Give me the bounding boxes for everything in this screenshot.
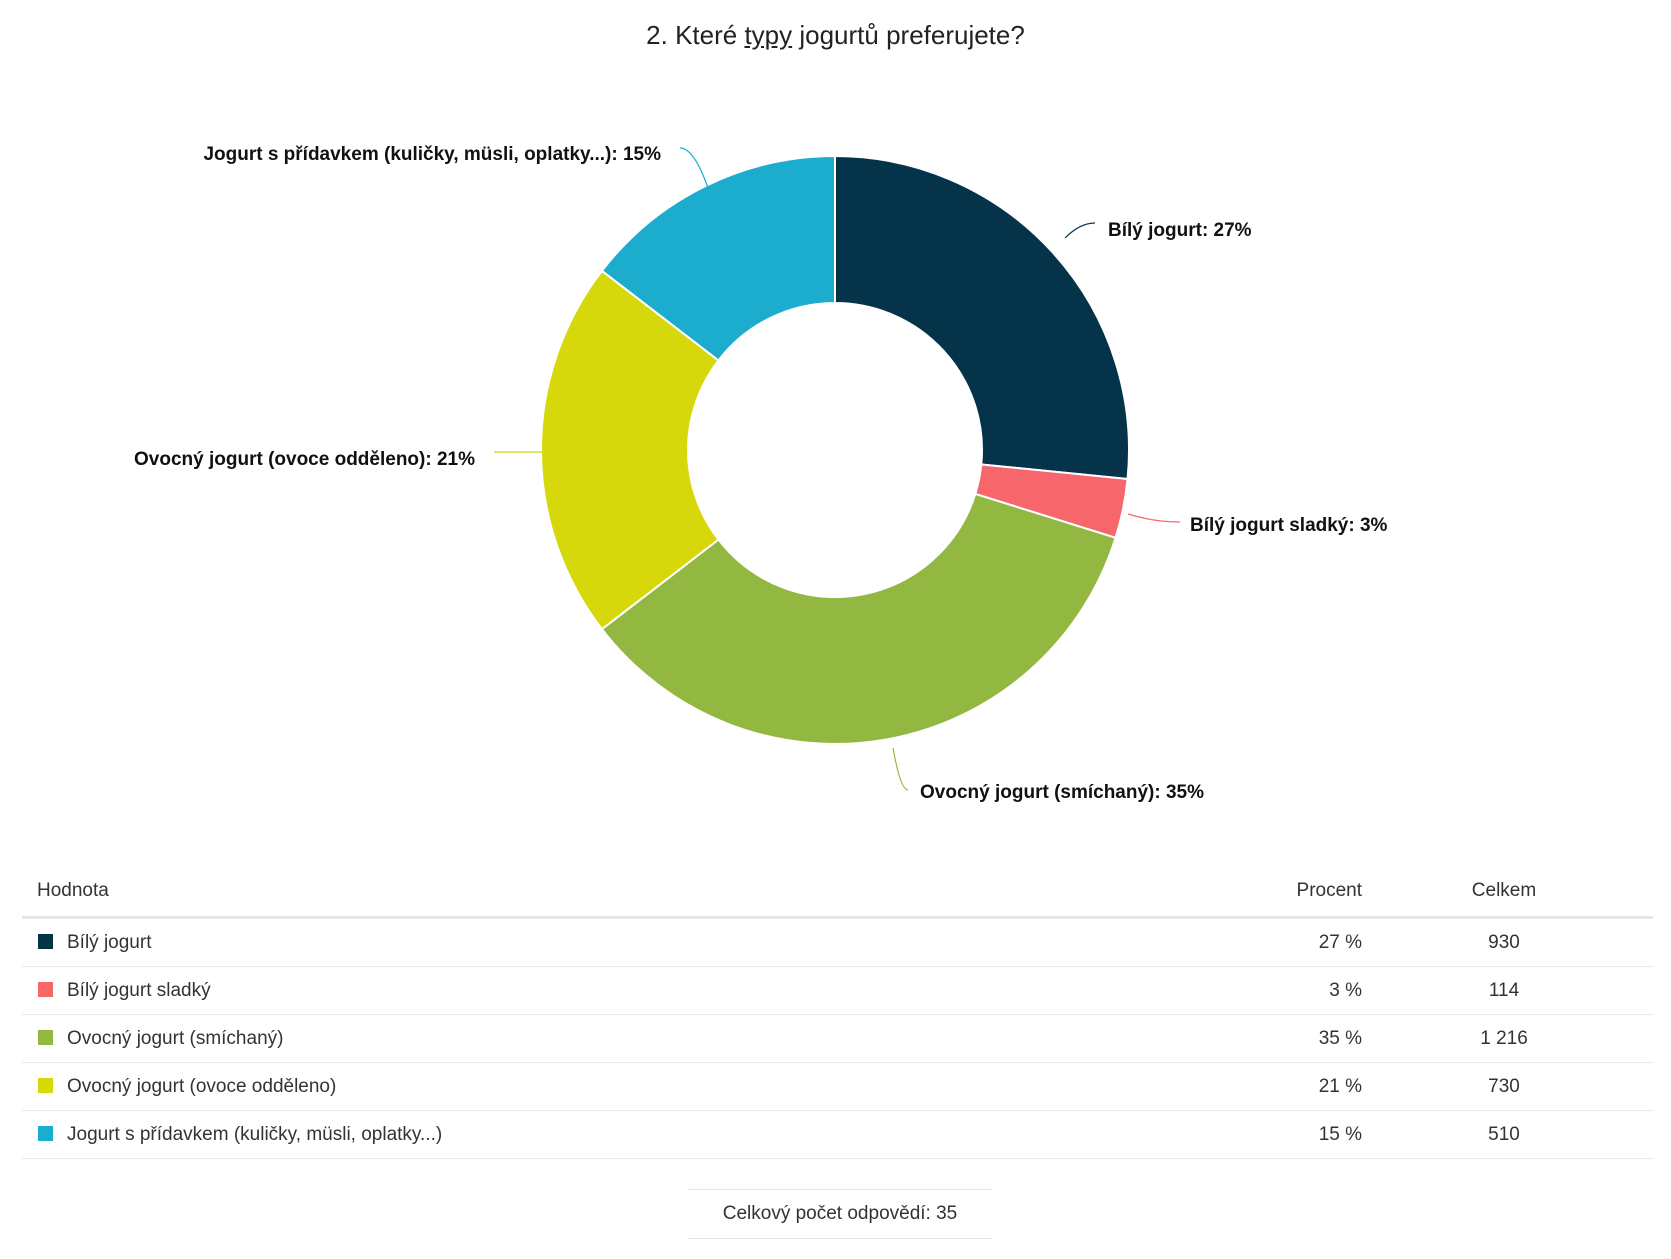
header-percent: Procent (1296, 880, 1362, 901)
slice-data-label: Ovocný jogurt (smíchaný): 35% (920, 782, 1204, 803)
legend-swatch (38, 1078, 53, 1093)
row-percent: 21 % (1318, 1076, 1362, 1097)
label-connector (679, 147, 709, 189)
row-label: Jogurt s přídavkem (kuličky, müsli, opla… (67, 1124, 443, 1145)
donut-slice[interactable] (540, 269, 720, 631)
header-value: Hodnota (37, 880, 109, 901)
label-connector (1064, 222, 1096, 239)
label-connector (892, 747, 909, 791)
header-total: Celkem (1471, 880, 1537, 901)
title-prefix: 2. Které (646, 20, 745, 50)
response-count-label: Celkový počet odpovědí: (722, 1203, 931, 1224)
row-total: 114 (1488, 980, 1520, 1001)
table-row: Jogurt s přídavkem (kuličky, müsli, opla… (22, 1111, 1653, 1159)
table-row: Bílý jogurt 27 % 930 (22, 919, 1653, 967)
legend-swatch (38, 1030, 53, 1045)
slice-data-label: Bílý jogurt sladký: 3% (1190, 515, 1388, 536)
legend-swatch (38, 934, 53, 949)
row-label: Ovocný jogurt (ovoce odděleno) (67, 1076, 337, 1097)
row-label: Bílý jogurt sladký (67, 980, 211, 1001)
slice-data-label: Bílý jogurt: 27% (1108, 220, 1252, 241)
donut-chart: Bílý jogurt: 27% Bílý jogurt sladký: 3% Ov… (134, 144, 1388, 803)
row-label: Bílý jogurt (67, 932, 152, 953)
row-percent: 15 % (1318, 1124, 1362, 1145)
chart-title: 2. Které typy jogurtů preferujete? (0, 20, 1671, 51)
table-row: Ovocný jogurt (ovoce odděleno) 21 % 730 (22, 1063, 1653, 1111)
results-table: Hodnota Procent Celkem Bílý jogurt 27 % … (22, 860, 1653, 1159)
legend-swatch (38, 1126, 53, 1141)
row-total: 730 (1488, 1076, 1520, 1097)
table-row: Bílý jogurt sladký 3 % 114 (22, 967, 1653, 1015)
slice-data-label: Ovocný jogurt (ovoce odděleno): 21% (134, 449, 475, 470)
row-percent: 27 % (1318, 932, 1362, 953)
row-percent: 3 % (1329, 980, 1362, 1001)
table-header: Hodnota Procent Celkem (22, 860, 1653, 919)
row-percent: 35 % (1318, 1028, 1362, 1049)
slice-data-label: Jogurt s přídavkem (kuličky, müsli, opla… (203, 144, 661, 165)
row-total: 1 216 (1480, 1028, 1528, 1049)
row-label: Ovocný jogurt (smíchaný) (67, 1028, 284, 1049)
donut-slice[interactable] (834, 154, 1131, 481)
response-count-value: 35 (936, 1203, 958, 1224)
legend-swatch (38, 982, 53, 997)
row-total: 510 (1488, 1124, 1520, 1145)
row-total: 930 (1488, 932, 1520, 953)
donut-slice[interactable] (600, 154, 836, 362)
title-suffix: jogurtů preferujete? (792, 20, 1025, 50)
label-connector (1127, 513, 1181, 523)
table-row: Ovocný jogurt (smíchaný) 35 % 1 216 (22, 1015, 1653, 1063)
donut-slice[interactable] (600, 492, 1117, 745)
title-underlined-word: typy (744, 20, 793, 50)
response-count: Celkový počet odpovědí: 35 (688, 1189, 992, 1239)
